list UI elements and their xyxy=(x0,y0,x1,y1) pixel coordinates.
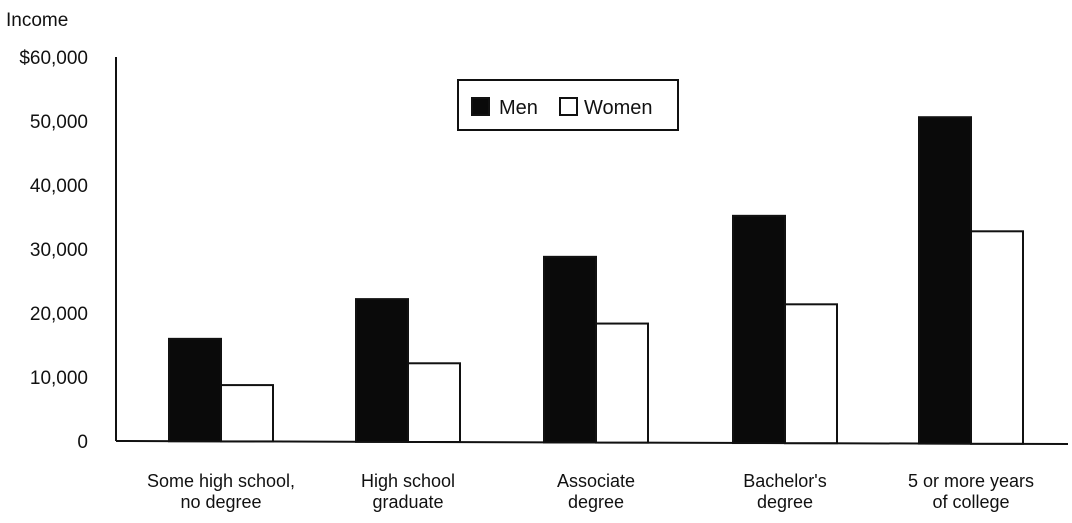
bar-men xyxy=(918,116,972,445)
bar-women xyxy=(970,230,1024,445)
y-tick-label: 50,000 xyxy=(30,112,88,133)
bar-women xyxy=(220,384,274,443)
x-category-label: Associate degree xyxy=(557,471,635,512)
y-tick-label: 10,000 xyxy=(30,368,88,389)
bar-men xyxy=(732,214,786,445)
y-axis-title: Income xyxy=(6,10,68,31)
x-category-label: 5 or more years of college xyxy=(908,471,1034,512)
y-tick-label: 20,000 xyxy=(30,304,88,325)
legend-label: Women xyxy=(584,97,653,119)
y-tick-label: 40,000 xyxy=(30,176,88,197)
y-axis-ticks: $60,000 50,000 40,000 30,000 20,000 10,000 0 xyxy=(19,48,88,453)
legend-swatch-women xyxy=(559,97,578,116)
y-tick-label: 30,000 xyxy=(30,240,88,261)
y-tick-label: 0 xyxy=(77,432,88,453)
bar-men xyxy=(543,255,597,444)
x-category-label: Some high school, no degree xyxy=(147,471,295,512)
bar-women xyxy=(784,303,838,445)
legend-label: Men xyxy=(499,97,538,119)
bar-women xyxy=(407,362,461,444)
legend-swatch-men xyxy=(471,97,490,116)
bar-men xyxy=(168,337,222,443)
y-tick-label: $60,000 xyxy=(19,48,88,69)
bar-women xyxy=(595,322,649,444)
bar-men xyxy=(355,298,409,443)
legend: Men Women xyxy=(457,79,679,131)
x-category-label: High school graduate xyxy=(361,471,455,512)
x-category-label: Bachelor's degree xyxy=(743,471,826,512)
x-axis-labels: Some high school, no degree High school gra… xyxy=(147,471,1034,512)
bars-group xyxy=(168,116,1024,445)
